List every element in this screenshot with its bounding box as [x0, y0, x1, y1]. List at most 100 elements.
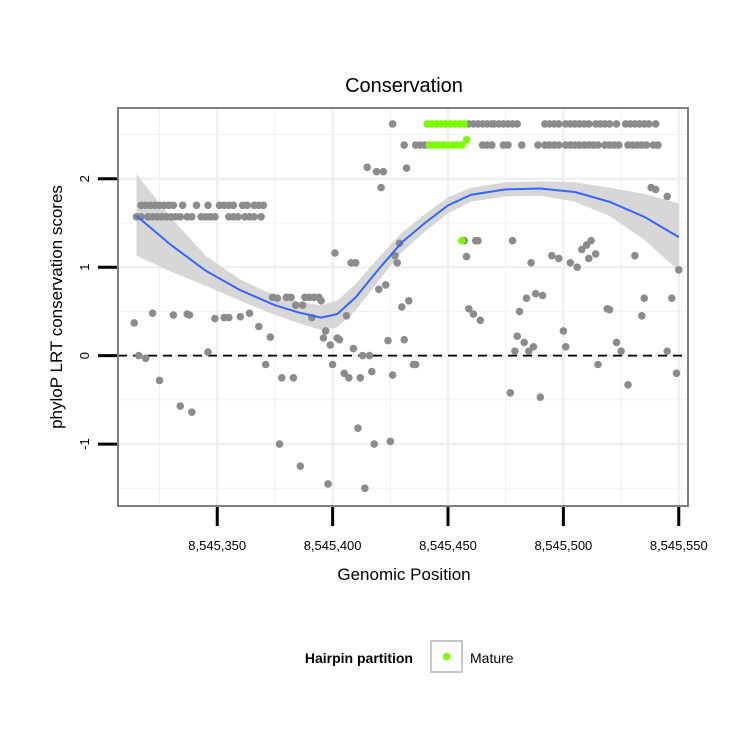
chart-title: Conservation	[345, 75, 463, 97]
conservation-point	[379, 167, 388, 176]
conservation-point	[204, 201, 212, 210]
conservation-point	[361, 484, 369, 493]
conservation-point	[465, 305, 473, 313]
conservation-point	[317, 297, 325, 305]
mature-point	[460, 120, 469, 128]
conservation-point	[513, 332, 521, 341]
conservation-point	[388, 371, 397, 379]
conservation-point	[130, 319, 138, 327]
y-tick-label: 2	[77, 175, 92, 182]
conservation-point	[176, 213, 185, 221]
conservation-point	[266, 333, 275, 341]
conservation-point	[591, 250, 600, 258]
conservation-point	[319, 334, 328, 342]
conservation-point	[257, 213, 265, 221]
conservation-point	[548, 251, 556, 260]
conservation-point	[370, 440, 379, 448]
conservation-point	[624, 381, 632, 389]
legend-title: Hairpin partition	[305, 650, 413, 666]
conservation-point	[135, 351, 143, 360]
conservation-point	[585, 254, 593, 263]
conservation-point	[675, 266, 683, 274]
grid-lines	[118, 108, 688, 506]
conservation-point	[476, 316, 485, 325]
mature-point	[458, 141, 466, 149]
conservation-point	[287, 293, 295, 302]
conservation-point	[527, 259, 535, 267]
conservation-point	[534, 141, 542, 149]
conservation-point	[148, 309, 157, 318]
mature-point	[462, 136, 471, 144]
conservation-point	[400, 141, 409, 149]
conservation-point	[612, 120, 621, 128]
conservation-point	[538, 291, 547, 300]
conservation-point	[672, 369, 681, 378]
conservation-point	[229, 201, 238, 210]
conservation-point	[225, 313, 233, 322]
conservation-point	[188, 213, 196, 221]
conservation-point	[555, 120, 563, 128]
conservation-point	[381, 281, 390, 289]
conservation-point	[587, 236, 595, 245]
conservation-point	[331, 249, 339, 257]
conservation-point	[236, 312, 245, 321]
conservation-point	[356, 374, 365, 382]
conservation-point	[594, 360, 602, 369]
conservation-point	[402, 164, 411, 172]
x-axis: 8,545,350 8,545,400 8,545,450 8,545,500 8,54…	[188, 507, 708, 553]
conservation-point	[365, 351, 374, 360]
conservation-point	[328, 360, 337, 369]
conservation-point	[555, 254, 563, 263]
conservation-point	[522, 294, 531, 303]
legend-key-mature-point	[442, 652, 451, 661]
conservation-point	[245, 309, 254, 318]
conservation-point	[585, 120, 593, 128]
conservation-point	[462, 252, 471, 261]
conservation-point	[377, 183, 385, 192]
conservation-point	[529, 343, 538, 351]
conservation-point	[398, 303, 406, 311]
y-axis-title: phyloP LRT conservation scores	[47, 185, 66, 429]
conservation-point	[169, 311, 178, 319]
conservation-point	[351, 259, 360, 267]
smooth-line-layer	[135, 187, 680, 319]
conservation-point	[640, 294, 648, 303]
conservation-point	[275, 440, 284, 448]
conservation-point	[204, 348, 212, 356]
conservation-point	[663, 192, 671, 201]
conservation-point	[354, 424, 362, 433]
y-tick-label: 0	[77, 352, 92, 359]
conservation-point	[358, 351, 367, 360]
conservation-point	[169, 201, 178, 210]
y-tick-label: 1	[77, 264, 92, 271]
conservation-point	[278, 374, 286, 382]
conservation-point	[261, 360, 270, 369]
conservation-point	[518, 141, 526, 149]
conservation-point	[638, 312, 646, 320]
conservation-point	[631, 251, 639, 260]
x-tick-label: 8,545,400	[304, 538, 362, 553]
conservation-point	[511, 347, 519, 356]
conservation-point	[185, 311, 194, 319]
conservation-point	[488, 120, 496, 128]
conservation-point	[605, 305, 614, 314]
conservation-point	[561, 343, 570, 351]
loess-smooth-line	[135, 187, 680, 319]
conservation-point	[141, 354, 150, 363]
conservation-point	[188, 408, 196, 417]
conservation-point	[605, 120, 614, 128]
conservation-point	[400, 335, 409, 344]
conservation-point	[388, 120, 397, 128]
conservation-point	[506, 389, 515, 397]
conservation-point	[520, 338, 528, 347]
conservation-point	[291, 301, 300, 310]
conservation-point	[254, 322, 263, 331]
conservation-point	[349, 344, 358, 353]
conservation-point	[615, 141, 623, 149]
conservation-point	[531, 289, 540, 298]
conservation-point	[298, 301, 307, 310]
conservation-point	[192, 201, 201, 210]
conservation-point	[321, 327, 330, 335]
x-tick-label: 8,545,450	[419, 538, 477, 553]
